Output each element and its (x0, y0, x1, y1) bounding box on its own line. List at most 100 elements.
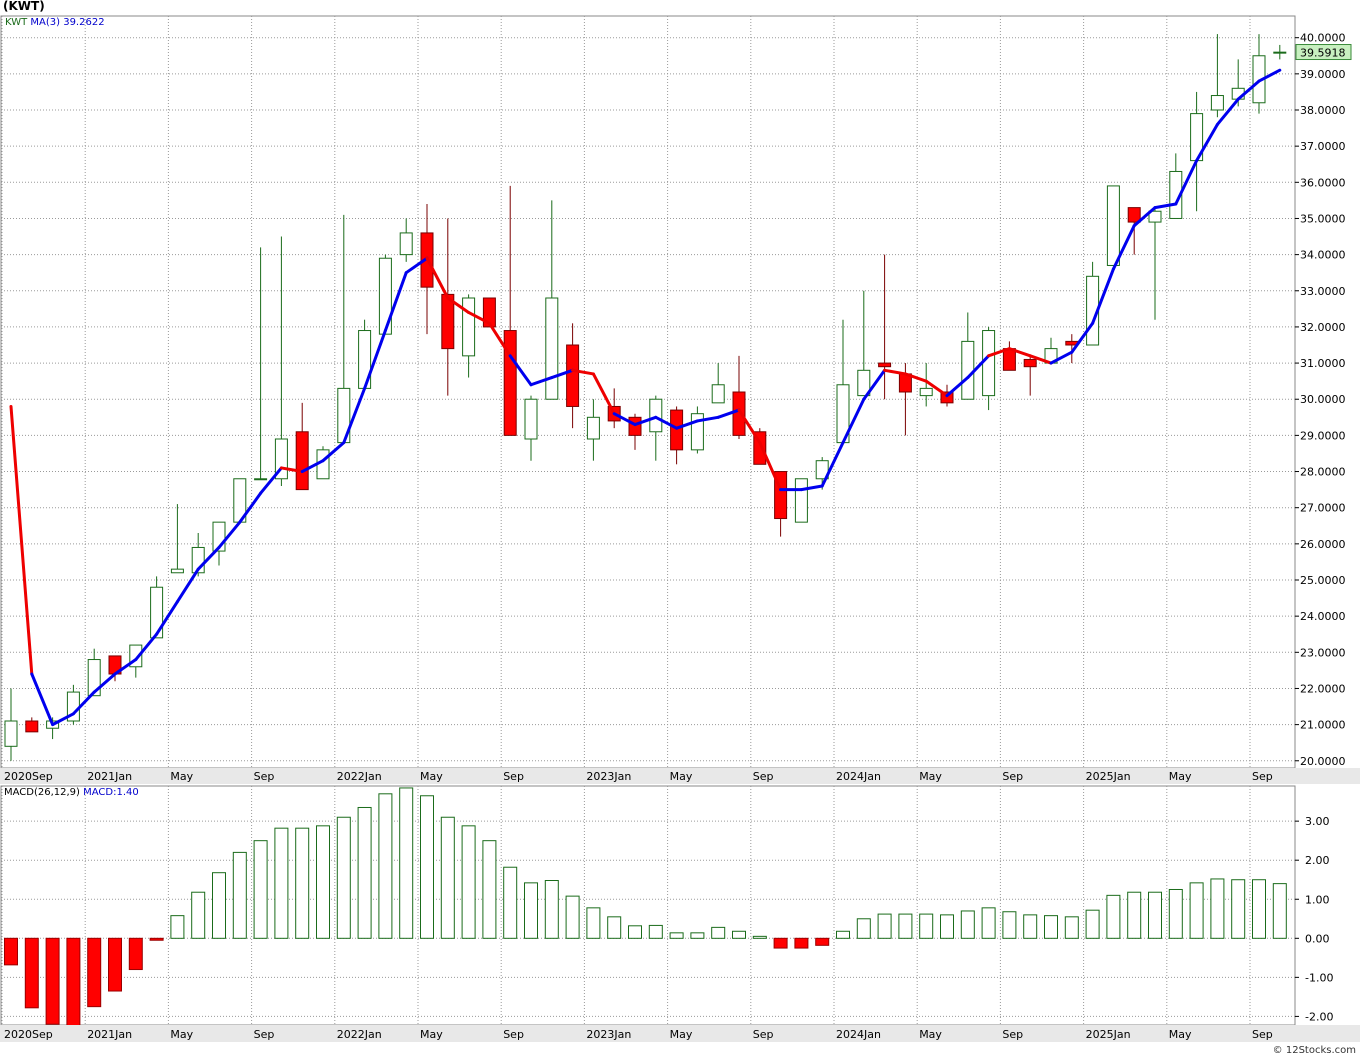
macd-bar (87, 937, 102, 1008)
ma3-line-segment (1257, 68, 1282, 83)
macd-bar (1044, 915, 1058, 939)
candle-body (711, 384, 725, 404)
candle-body (982, 330, 996, 397)
candlestick (566, 323, 580, 429)
price-x-label: May (1169, 770, 1192, 783)
macd-bar (524, 882, 538, 939)
candle-body (649, 398, 663, 433)
candlestick (836, 319, 850, 444)
price-x-label: Sep (753, 770, 774, 783)
macd-bar (336, 816, 351, 939)
price-tick-label: 34.0000 (1300, 249, 1346, 262)
ma3-line-segment (903, 372, 928, 383)
macd-bar (191, 891, 206, 939)
ma3-line-segment (945, 376, 970, 398)
price-x-label: Sep (254, 770, 275, 783)
ma3-line-segment (1007, 347, 1032, 358)
ma3-line-segment (1028, 354, 1053, 365)
ma3-line-segment (1070, 321, 1095, 354)
macd-bar (212, 872, 226, 939)
ma3-line-segment (1132, 206, 1157, 228)
macd-bar (232, 851, 247, 939)
candlestick (1044, 337, 1058, 364)
ma3-line-segment (71, 690, 96, 716)
candlestick (586, 399, 600, 461)
macd-bar (1272, 883, 1287, 939)
ma3-line-segment (1215, 97, 1240, 126)
candle-body (170, 568, 184, 574)
candlestick (878, 254, 892, 400)
ma3-line-segment (799, 484, 824, 492)
ma3-line-segment (383, 271, 408, 333)
ma3-line-segment (571, 368, 595, 376)
price-tick-label: 21.0000 (1300, 719, 1346, 732)
macd-tick-label: 2.00 (1305, 854, 1330, 867)
ma3-line-segment (508, 354, 533, 387)
ma3-line-segment (279, 466, 304, 474)
macd-x-label: 2025Jan (1086, 1028, 1131, 1041)
macd-bar (690, 932, 705, 939)
price-plot-frame (0, 15, 1296, 769)
candlestick (254, 247, 268, 481)
macd-x-label: May (170, 1028, 193, 1041)
macd-x-axis-bar (0, 1025, 1360, 1042)
candlestick (337, 214, 351, 444)
candlestick (503, 185, 517, 436)
candle-body (628, 416, 642, 436)
macd-bar (295, 827, 310, 939)
ma3-line-segment (591, 372, 616, 416)
candle-body (919, 387, 933, 397)
candle-body (1273, 51, 1287, 54)
macd-bar (66, 937, 81, 1027)
ma3-line-segment (716, 408, 741, 419)
macd-bar (1023, 914, 1038, 939)
ma3-line-segment (196, 545, 221, 571)
macd-x-label: May (919, 1028, 942, 1041)
candle-body (254, 478, 268, 481)
candlestick (961, 312, 975, 400)
macd-bar (24, 937, 39, 1009)
macd-chart-panel: -2.00 -1.00 0.00 1.00 2.00 3.00 2020Sep 2021Jan… (0, 784, 1360, 1042)
ma3-line-segment (134, 632, 159, 662)
candlestick (87, 648, 101, 697)
macd-bar (420, 795, 434, 939)
price-x-label: 2024Jan (836, 770, 881, 783)
price-tick-label: 25.0000 (1300, 574, 1346, 587)
price-tick-label: 38.0000 (1300, 104, 1346, 117)
macd-chart[interactable]: -2.00 -1.00 0.00 1.00 2.00 3.00 2020Sep 2021Jan… (0, 784, 1360, 1042)
candlestick (170, 504, 184, 574)
macd-x-label: 2021Jan (87, 1028, 132, 1041)
candle-body (4, 720, 18, 747)
candlestick (1002, 341, 1016, 371)
ma3-line-segment (1236, 79, 1261, 101)
macd-x-label: 2022Jan (337, 1028, 382, 1041)
candle-body (482, 297, 496, 328)
macd-bar (877, 913, 892, 939)
price-x-label: 2022Jan (337, 770, 382, 783)
macd-bar (253, 840, 268, 939)
candle-body (1210, 95, 1224, 111)
macd-bar (1106, 894, 1121, 939)
ma3-line-segment (654, 415, 679, 430)
macd-x-label: May (420, 1028, 443, 1041)
ma3-line-segment (924, 379, 949, 398)
macd-bar (170, 915, 185, 939)
ma3-line-segment (342, 386, 367, 445)
price-tick-label: 39.0000 (1300, 68, 1346, 81)
candle-body (399, 232, 413, 256)
candlestick (462, 294, 476, 378)
candle-body (295, 431, 309, 491)
price-chart[interactable]: 20.0000 21.0000 22.0000 23.0000 24.0000 25.00… (0, 14, 1360, 784)
price-tick-label: 26.0000 (1300, 538, 1346, 551)
ma3-line-segment (155, 600, 179, 636)
macd-bar (794, 937, 809, 949)
ma3-line-segment (467, 310, 491, 325)
price-tick-label: 35.0000 (1300, 212, 1346, 225)
ma3-line-segment (92, 672, 117, 694)
macd-bar (1064, 916, 1079, 939)
candle-body (545, 297, 559, 400)
candle-body (1127, 207, 1141, 223)
candlestick (982, 326, 996, 411)
price-x-label: 2020Sep (4, 770, 53, 783)
ma3-line-segment (633, 415, 658, 427)
